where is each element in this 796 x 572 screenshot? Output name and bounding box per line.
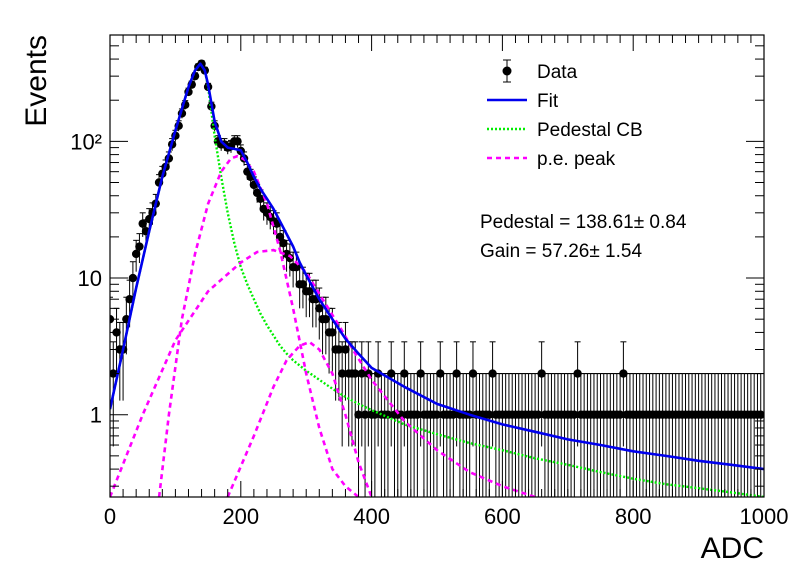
annotation-gain: Gain = 57.26± 1.54 (480, 241, 642, 262)
data-point (383, 410, 393, 419)
data-point (337, 369, 347, 378)
data-point (351, 369, 360, 378)
y-tick-label: 10 (78, 266, 102, 291)
data-point (135, 242, 144, 251)
data-point (285, 253, 295, 263)
fit-curve (110, 62, 764, 471)
data-point (537, 369, 546, 378)
data-point (256, 194, 265, 203)
data-point (416, 369, 425, 378)
data-point (328, 328, 337, 337)
data-point (341, 345, 350, 354)
fit-curves-layer (110, 62, 764, 497)
data-point (292, 263, 301, 272)
legend-label: Pedestal CB (537, 120, 643, 141)
data-point (354, 410, 363, 419)
data-point (534, 410, 543, 419)
data-point (138, 219, 147, 228)
data-point (387, 369, 396, 378)
legend: Data Fit Pedestal CB p.e. peak (487, 59, 643, 170)
x-tick-label: 1000 (740, 504, 789, 529)
axes-layer: 0 200 400 600 800 1000 1 10 10² (70, 34, 789, 529)
data-point (321, 314, 331, 324)
pe-peak-curve (110, 248, 536, 497)
data-point (432, 410, 442, 419)
x-tick-label: 200 (222, 504, 259, 529)
data-point (570, 410, 579, 419)
data-point (573, 369, 582, 378)
data-point (305, 287, 314, 296)
y-axis-title: Events (20, 35, 53, 127)
x-tick-label: 400 (353, 504, 390, 529)
legend-label: Fit (537, 91, 559, 112)
data-point (131, 249, 141, 259)
data-point (334, 345, 344, 354)
data-point (468, 369, 478, 378)
y-tick-label: 1 (90, 403, 102, 428)
data-point (315, 304, 324, 313)
data-point (452, 369, 461, 378)
data-point (488, 369, 497, 378)
x-axis-title: ADC (701, 532, 764, 565)
legend-label: Data (537, 62, 578, 83)
x-tick-label: 600 (484, 504, 521, 529)
data-point (400, 369, 409, 378)
data-point (125, 295, 134, 304)
annotation-pedestal: Pedestal = 138.61± 0.84 (480, 212, 687, 233)
pedestal-cb-curve (110, 62, 764, 497)
data-point (128, 273, 138, 283)
data-point (449, 410, 458, 419)
data-point (615, 410, 625, 419)
x-tick-label: 0 (104, 504, 116, 529)
y-tick-label: 10² (70, 129, 102, 154)
data-point (233, 137, 242, 146)
legend-label: p.e. peak (537, 149, 616, 170)
data-point (619, 369, 628, 378)
data-point (360, 410, 370, 419)
data-point (279, 238, 288, 248)
data-point (357, 369, 366, 378)
data-point (485, 410, 494, 419)
data-point (413, 410, 422, 419)
data-point (436, 369, 445, 378)
legend-marker (502, 66, 512, 76)
data-point (298, 280, 308, 289)
pe-peak-curve (226, 340, 373, 497)
x-tick-label: 800 (615, 504, 652, 529)
